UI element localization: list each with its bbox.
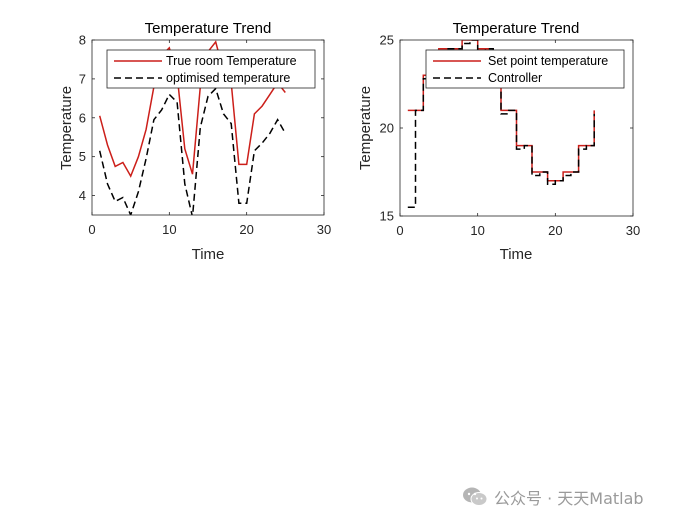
watermark: 公众号 · 天天Matlab <box>462 484 644 510</box>
right-series-line-0 <box>407 40 595 182</box>
right-x-tick-label: 20 <box>548 223 562 238</box>
left-legend-label-true-room: True room Temperature <box>166 54 297 68</box>
left-y-tick-label: 6 <box>79 110 86 125</box>
left-y-axis-label: Temperature <box>58 86 75 170</box>
right-x-axis-label: Time <box>500 246 533 263</box>
right-legend-label-set-point: Set point temperature <box>488 54 608 68</box>
right-y-tick-label: 20 <box>380 121 394 136</box>
right-y-tick-label: 15 <box>380 209 394 224</box>
right-legend-box <box>425 49 625 89</box>
right-axes-frame <box>399 39 634 217</box>
left-x-tick-label: 30 <box>317 222 331 237</box>
left-y-tick-label: 5 <box>79 149 86 164</box>
left-series-line-1 <box>98 87 286 215</box>
left-y-tick-label: 8 <box>79 33 86 48</box>
left-series <box>98 40 286 215</box>
left-legend: True room Temperature optimised temperat… <box>106 49 316 89</box>
wechat-icon <box>463 487 488 506</box>
left-series-line-0 <box>98 40 286 178</box>
left-legend-box <box>106 49 316 89</box>
right-x-tick-label: 0 <box>396 223 403 238</box>
right-subplot: Temperature Trend 0 10 20 30 15 20 25 Time Tem… <box>357 20 640 263</box>
right-ticks: 0 10 20 30 15 20 25 <box>380 33 641 239</box>
watermark-text: 公众号 · 天天Matlab <box>494 489 644 508</box>
left-x-tick-label: 10 <box>162 222 176 237</box>
right-legend-label-controller: Controller <box>488 71 542 85</box>
left-y-tick-label: 4 <box>79 188 86 203</box>
right-plot-title: Temperature Trend <box>453 20 580 37</box>
left-subplot: Temperature Trend 0 10 20 30 4 5 6 7 8 Time Temp… <box>58 20 331 263</box>
left-y-tick-label: 7 <box>79 71 86 86</box>
left-axes-frame <box>91 39 325 216</box>
left-plot-title: Temperature Trend <box>145 20 272 37</box>
left-x-axis-label: Time <box>192 246 225 263</box>
right-x-tick-label: 30 <box>626 223 640 238</box>
right-y-axis-label: Temperature <box>357 86 374 170</box>
right-y-tick-label: 25 <box>380 33 394 48</box>
left-legend-label-optimised: optimised temperature <box>166 71 290 85</box>
left-x-tick-label: 20 <box>239 222 253 237</box>
right-legend: Set point temperature Controller <box>425 49 625 89</box>
left-x-tick-label: 0 <box>88 222 95 237</box>
right-x-tick-label: 10 <box>470 223 484 238</box>
